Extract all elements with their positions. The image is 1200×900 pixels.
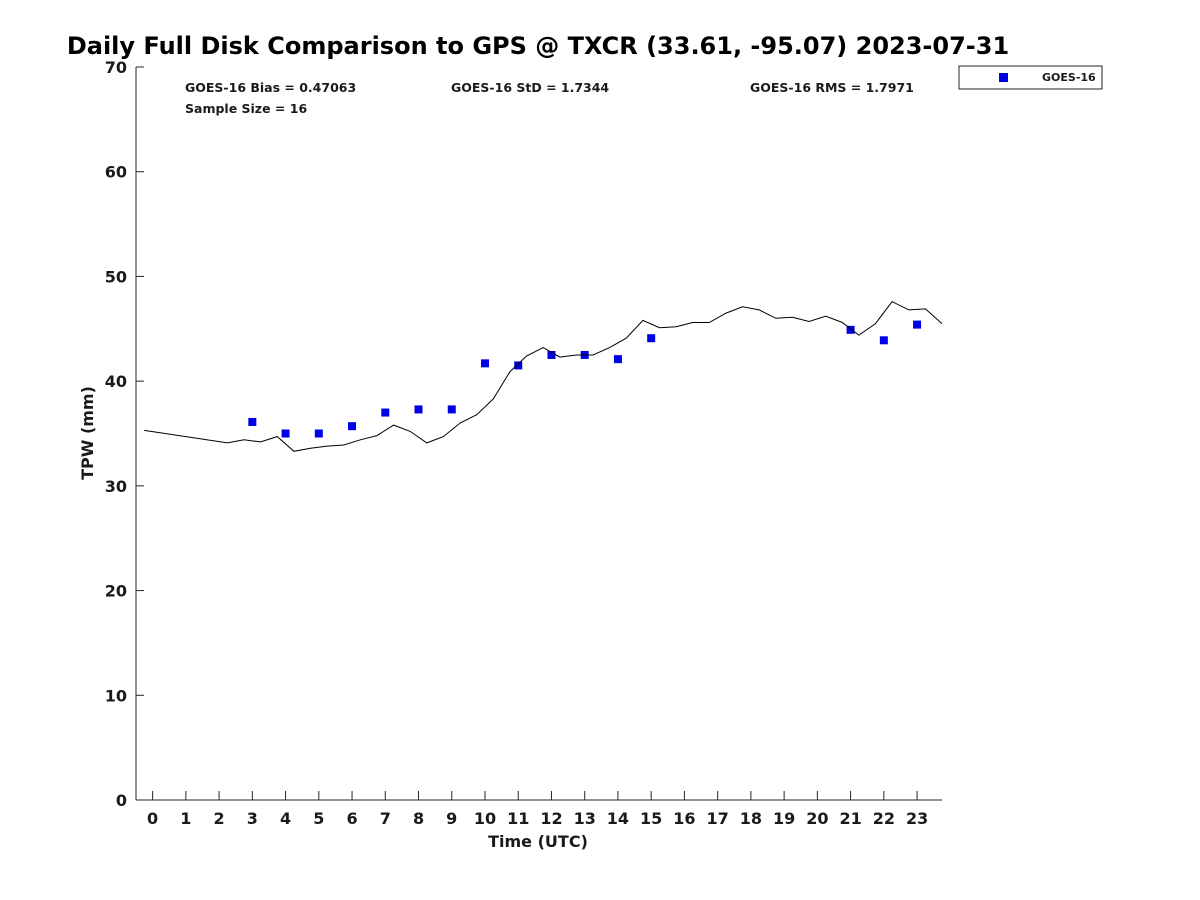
legend-marker-goes16 bbox=[999, 73, 1008, 82]
x-tick-label: 7 bbox=[380, 809, 391, 828]
x-tick-label: 4 bbox=[280, 809, 291, 828]
goes16-point bbox=[846, 325, 855, 334]
gps-tpw-line bbox=[144, 300, 943, 452]
x-tick-label: 8 bbox=[413, 809, 424, 828]
x-tick-label: 13 bbox=[574, 809, 596, 828]
x-tick-label: 10 bbox=[474, 809, 496, 828]
y-tick-label: 20 bbox=[105, 582, 127, 601]
x-ticks: 0 1 2 3 4 5 6 7 8 9 10 11 12 13 14 15 16 17 18 19 20 21 22 23 bbox=[147, 791, 928, 828]
legend-label-goes16: GOES-16 bbox=[1042, 71, 1096, 84]
goes16-point bbox=[514, 361, 523, 370]
y-tick-label: 40 bbox=[105, 372, 127, 391]
x-tick-label: 21 bbox=[839, 809, 861, 828]
x-tick-label: 16 bbox=[673, 809, 695, 828]
x-tick-label: 5 bbox=[313, 809, 324, 828]
stat-bias: GOES-16 Bias = 0.47063 bbox=[185, 80, 356, 95]
x-tick-label: 3 bbox=[247, 809, 258, 828]
legend-box bbox=[958, 65, 1103, 90]
stat-rms: GOES-16 RMS = 1.7971 bbox=[750, 80, 914, 95]
y-tick-label: 30 bbox=[105, 477, 127, 496]
y-tick-label: 10 bbox=[105, 686, 127, 705]
x-tick-label: 9 bbox=[446, 809, 457, 828]
x-tick-label: 15 bbox=[640, 809, 662, 828]
goes16-point bbox=[879, 336, 888, 345]
x-tick-label: 17 bbox=[707, 809, 729, 828]
stat-std: GOES-16 StD = 1.7344 bbox=[451, 80, 609, 95]
goes16-point bbox=[348, 422, 357, 431]
x-tick-label: 6 bbox=[346, 809, 357, 828]
y-tick-label: 70 bbox=[105, 58, 127, 77]
x-tick-label: 23 bbox=[906, 809, 928, 828]
series-layer bbox=[144, 300, 943, 452]
x-tick-label: 22 bbox=[873, 809, 895, 828]
goes16-point bbox=[314, 429, 323, 438]
y-tick-label: 60 bbox=[105, 163, 127, 182]
chart-title: Daily Full Disk Comparison to GPS @ TXCR… bbox=[67, 32, 1009, 60]
goes16-point bbox=[547, 350, 556, 359]
x-axis-label: Time (UTC) bbox=[488, 832, 588, 851]
x-tick-label: 11 bbox=[507, 809, 529, 828]
y-axis-label: TPW (mm) bbox=[78, 386, 97, 480]
y-tick-label: 50 bbox=[105, 267, 127, 286]
goes16-point bbox=[381, 408, 390, 417]
x-tick-label: 0 bbox=[147, 809, 158, 828]
goes16-point bbox=[414, 405, 423, 414]
goes16-point bbox=[447, 405, 456, 414]
x-tick-label: 12 bbox=[540, 809, 562, 828]
x-tick-label: 1 bbox=[180, 809, 191, 828]
x-tick-label: 2 bbox=[214, 809, 225, 828]
legend: GOES-16 bbox=[958, 65, 1103, 90]
y-ticks: 0 10 20 30 40 50 60 70 bbox=[105, 58, 144, 810]
stats-annotations: GOES-16 Bias = 0.47063 GOES-16 StD = 1.7… bbox=[185, 80, 914, 116]
x-tick-label: 20 bbox=[806, 809, 828, 828]
goes16-point bbox=[613, 355, 622, 364]
stat-sample-size: Sample Size = 16 bbox=[185, 101, 307, 116]
x-tick-label: 19 bbox=[773, 809, 795, 828]
x-tick-label: 18 bbox=[740, 809, 762, 828]
goes16-point bbox=[913, 320, 922, 329]
goes16-point bbox=[281, 429, 290, 438]
goes16-point bbox=[480, 359, 489, 368]
x-tick-label: 14 bbox=[607, 809, 629, 828]
goes16-point bbox=[647, 334, 656, 343]
goes16-point bbox=[248, 417, 257, 426]
y-tick-label: 0 bbox=[116, 791, 127, 810]
